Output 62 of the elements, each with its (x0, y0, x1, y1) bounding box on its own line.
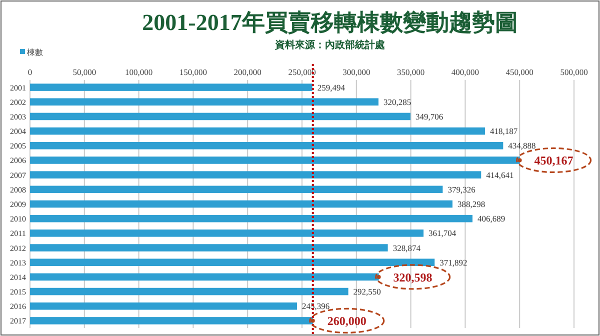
bar (30, 302, 297, 310)
y-tick-label: 2011 (10, 229, 26, 238)
y-tick-label: 2013 (10, 258, 26, 268)
y-tick-label: 2009 (10, 200, 26, 209)
bar (30, 244, 388, 252)
x-tick-label: 250,000 (288, 67, 316, 77)
bar (30, 214, 472, 222)
bar (30, 230, 424, 237)
x-tick-label: 300,000 (342, 67, 370, 77)
y-tick-label: 2005 (10, 142, 26, 151)
x-tick-label: 500,000 (560, 67, 588, 77)
y-tick-label: 2003 (10, 112, 26, 122)
bar (30, 171, 482, 178)
y-tick-label: 2002 (10, 98, 26, 107)
y-tick-label: 2008 (10, 185, 26, 194)
y-tick-label: 2004 (10, 127, 26, 136)
y-tick-label: 2007 (10, 170, 26, 180)
y-tick-label: 2010 (10, 214, 26, 224)
y-tick-label: 2017 (10, 316, 26, 326)
x-tick-label: 450,000 (506, 67, 534, 77)
x-tick-label: 350,000 (396, 67, 425, 77)
data-label: 414,641 (486, 170, 514, 180)
chart-subtitle: 資料來源：內政部統計處 (274, 39, 385, 51)
y-tick-label: 2001 (10, 83, 26, 92)
data-label: 406,689 (477, 214, 506, 224)
data-label: 371,892 (440, 257, 468, 268)
bar (30, 98, 378, 106)
data-label: 245,396 (302, 301, 330, 312)
data-label: 434,888 (508, 140, 536, 151)
data-label: 292,550 (353, 286, 381, 297)
legend-label: 棟數 (27, 48, 43, 57)
annotation: 450,167 (534, 154, 574, 168)
bar (30, 186, 443, 194)
data-label: 320,285 (383, 96, 412, 107)
data-label: 259,494 (317, 82, 346, 92)
y-tick-label: 2014 (10, 272, 26, 282)
annotation: 320,598 (393, 270, 432, 284)
bar (30, 258, 435, 266)
x-tick-label: 50,000 (72, 67, 96, 77)
data-label: 349,706 (415, 111, 444, 122)
data-label: 388,298 (457, 199, 486, 209)
y-tick-label: 2012 (10, 244, 26, 253)
data-label: 328,874 (392, 242, 422, 253)
x-tick-label: 100,000 (124, 67, 153, 77)
y-tick-label: 2006 (10, 156, 26, 166)
bar (30, 142, 504, 150)
x-tick-label: 200,000 (234, 67, 262, 77)
data-label: 361,704 (428, 228, 457, 238)
data-label: 379,326 (448, 184, 476, 194)
bar (30, 200, 452, 208)
bar (30, 288, 348, 296)
data-label: 418,187 (490, 126, 518, 136)
y-tick-label: 2015 (10, 288, 26, 297)
annotation: 260,000 (327, 314, 366, 328)
bar (30, 127, 485, 135)
x-tick-label: 400,000 (451, 67, 480, 77)
chart-title: 2001-2017年買賣移轉棟數變動趨勢圖 (142, 10, 518, 35)
bar (30, 84, 312, 91)
y-tick-label: 2016 (10, 302, 26, 312)
x-tick-label: 0 (28, 67, 32, 77)
bar (30, 112, 410, 120)
x-tick-label: 150,000 (179, 67, 208, 77)
